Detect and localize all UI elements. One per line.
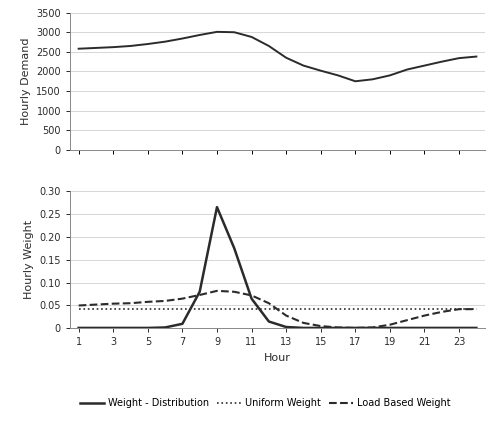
Uniform Weight — [456, 307, 462, 312]
Weight - Distribution — [145, 325, 151, 330]
Y-axis label: Hourly Weight: Hourly Weight — [24, 220, 34, 299]
X-axis label: Hour: Hour — [264, 353, 291, 363]
Load Based Weight — [248, 293, 254, 298]
Load Based Weight — [162, 298, 168, 304]
Uniform Weight — [145, 307, 151, 312]
Weight - Distribution — [93, 325, 99, 330]
Weight - Distribution — [76, 325, 82, 330]
Weight - Distribution — [387, 325, 393, 330]
Weight - Distribution — [110, 325, 116, 330]
Load Based Weight — [266, 301, 272, 306]
Weight - Distribution — [180, 321, 186, 326]
Load Based Weight — [214, 288, 220, 293]
Weight - Distribution — [422, 325, 428, 330]
Uniform Weight — [214, 307, 220, 312]
Load Based Weight — [76, 303, 82, 308]
Uniform Weight — [335, 307, 341, 312]
Uniform Weight — [422, 307, 428, 312]
Load Based Weight — [439, 309, 445, 314]
Load Based Weight — [404, 317, 410, 322]
Load Based Weight — [128, 301, 134, 306]
Weight - Distribution — [128, 325, 134, 330]
Uniform Weight — [300, 307, 306, 312]
Load Based Weight — [352, 325, 358, 330]
Weight - Distribution — [300, 325, 306, 330]
Load Based Weight — [422, 313, 428, 318]
Uniform Weight — [387, 307, 393, 312]
Weight - Distribution — [283, 325, 289, 330]
Weight - Distribution — [266, 319, 272, 324]
Weight - Distribution — [248, 296, 254, 301]
Legend: Weight - Distribution, Uniform Weight, Load Based Weight: Weight - Distribution, Uniform Weight, L… — [76, 394, 454, 412]
Load Based Weight — [318, 324, 324, 329]
Weight - Distribution — [214, 205, 220, 210]
Uniform Weight — [370, 307, 376, 312]
Load Based Weight — [370, 325, 376, 330]
Load Based Weight — [474, 306, 480, 312]
Uniform Weight — [110, 307, 116, 312]
Uniform Weight — [128, 307, 134, 312]
Load Based Weight — [180, 296, 186, 301]
Uniform Weight — [439, 307, 445, 312]
Uniform Weight — [474, 307, 480, 312]
Uniform Weight — [93, 307, 99, 312]
Uniform Weight — [76, 307, 82, 312]
Uniform Weight — [352, 307, 358, 312]
Uniform Weight — [162, 307, 168, 312]
Uniform Weight — [180, 307, 186, 312]
Weight - Distribution — [404, 325, 410, 330]
Weight - Distribution — [370, 325, 376, 330]
Load Based Weight — [196, 293, 202, 298]
Weight - Distribution — [232, 246, 237, 251]
Weight - Distribution — [335, 325, 341, 330]
Weight - Distribution — [196, 289, 202, 294]
Line: Load Based Weight: Load Based Weight — [78, 291, 476, 328]
Weight - Distribution — [456, 325, 462, 330]
Weight - Distribution — [474, 325, 480, 330]
Uniform Weight — [404, 307, 410, 312]
Load Based Weight — [232, 289, 237, 294]
Weight - Distribution — [318, 325, 324, 330]
Load Based Weight — [335, 325, 341, 330]
Line: Weight - Distribution: Weight - Distribution — [78, 207, 476, 328]
Y-axis label: Hourly Demand: Hourly Demand — [20, 37, 30, 125]
Uniform Weight — [283, 307, 289, 312]
Load Based Weight — [387, 322, 393, 327]
Uniform Weight — [318, 307, 324, 312]
Load Based Weight — [93, 302, 99, 307]
Load Based Weight — [110, 301, 116, 306]
Uniform Weight — [232, 307, 237, 312]
Load Based Weight — [283, 313, 289, 318]
Uniform Weight — [248, 307, 254, 312]
Uniform Weight — [196, 307, 202, 312]
Load Based Weight — [456, 306, 462, 312]
Load Based Weight — [145, 299, 151, 304]
Weight - Distribution — [352, 325, 358, 330]
Weight - Distribution — [162, 325, 168, 330]
Uniform Weight — [266, 307, 272, 312]
Load Based Weight — [300, 320, 306, 325]
Weight - Distribution — [439, 325, 445, 330]
